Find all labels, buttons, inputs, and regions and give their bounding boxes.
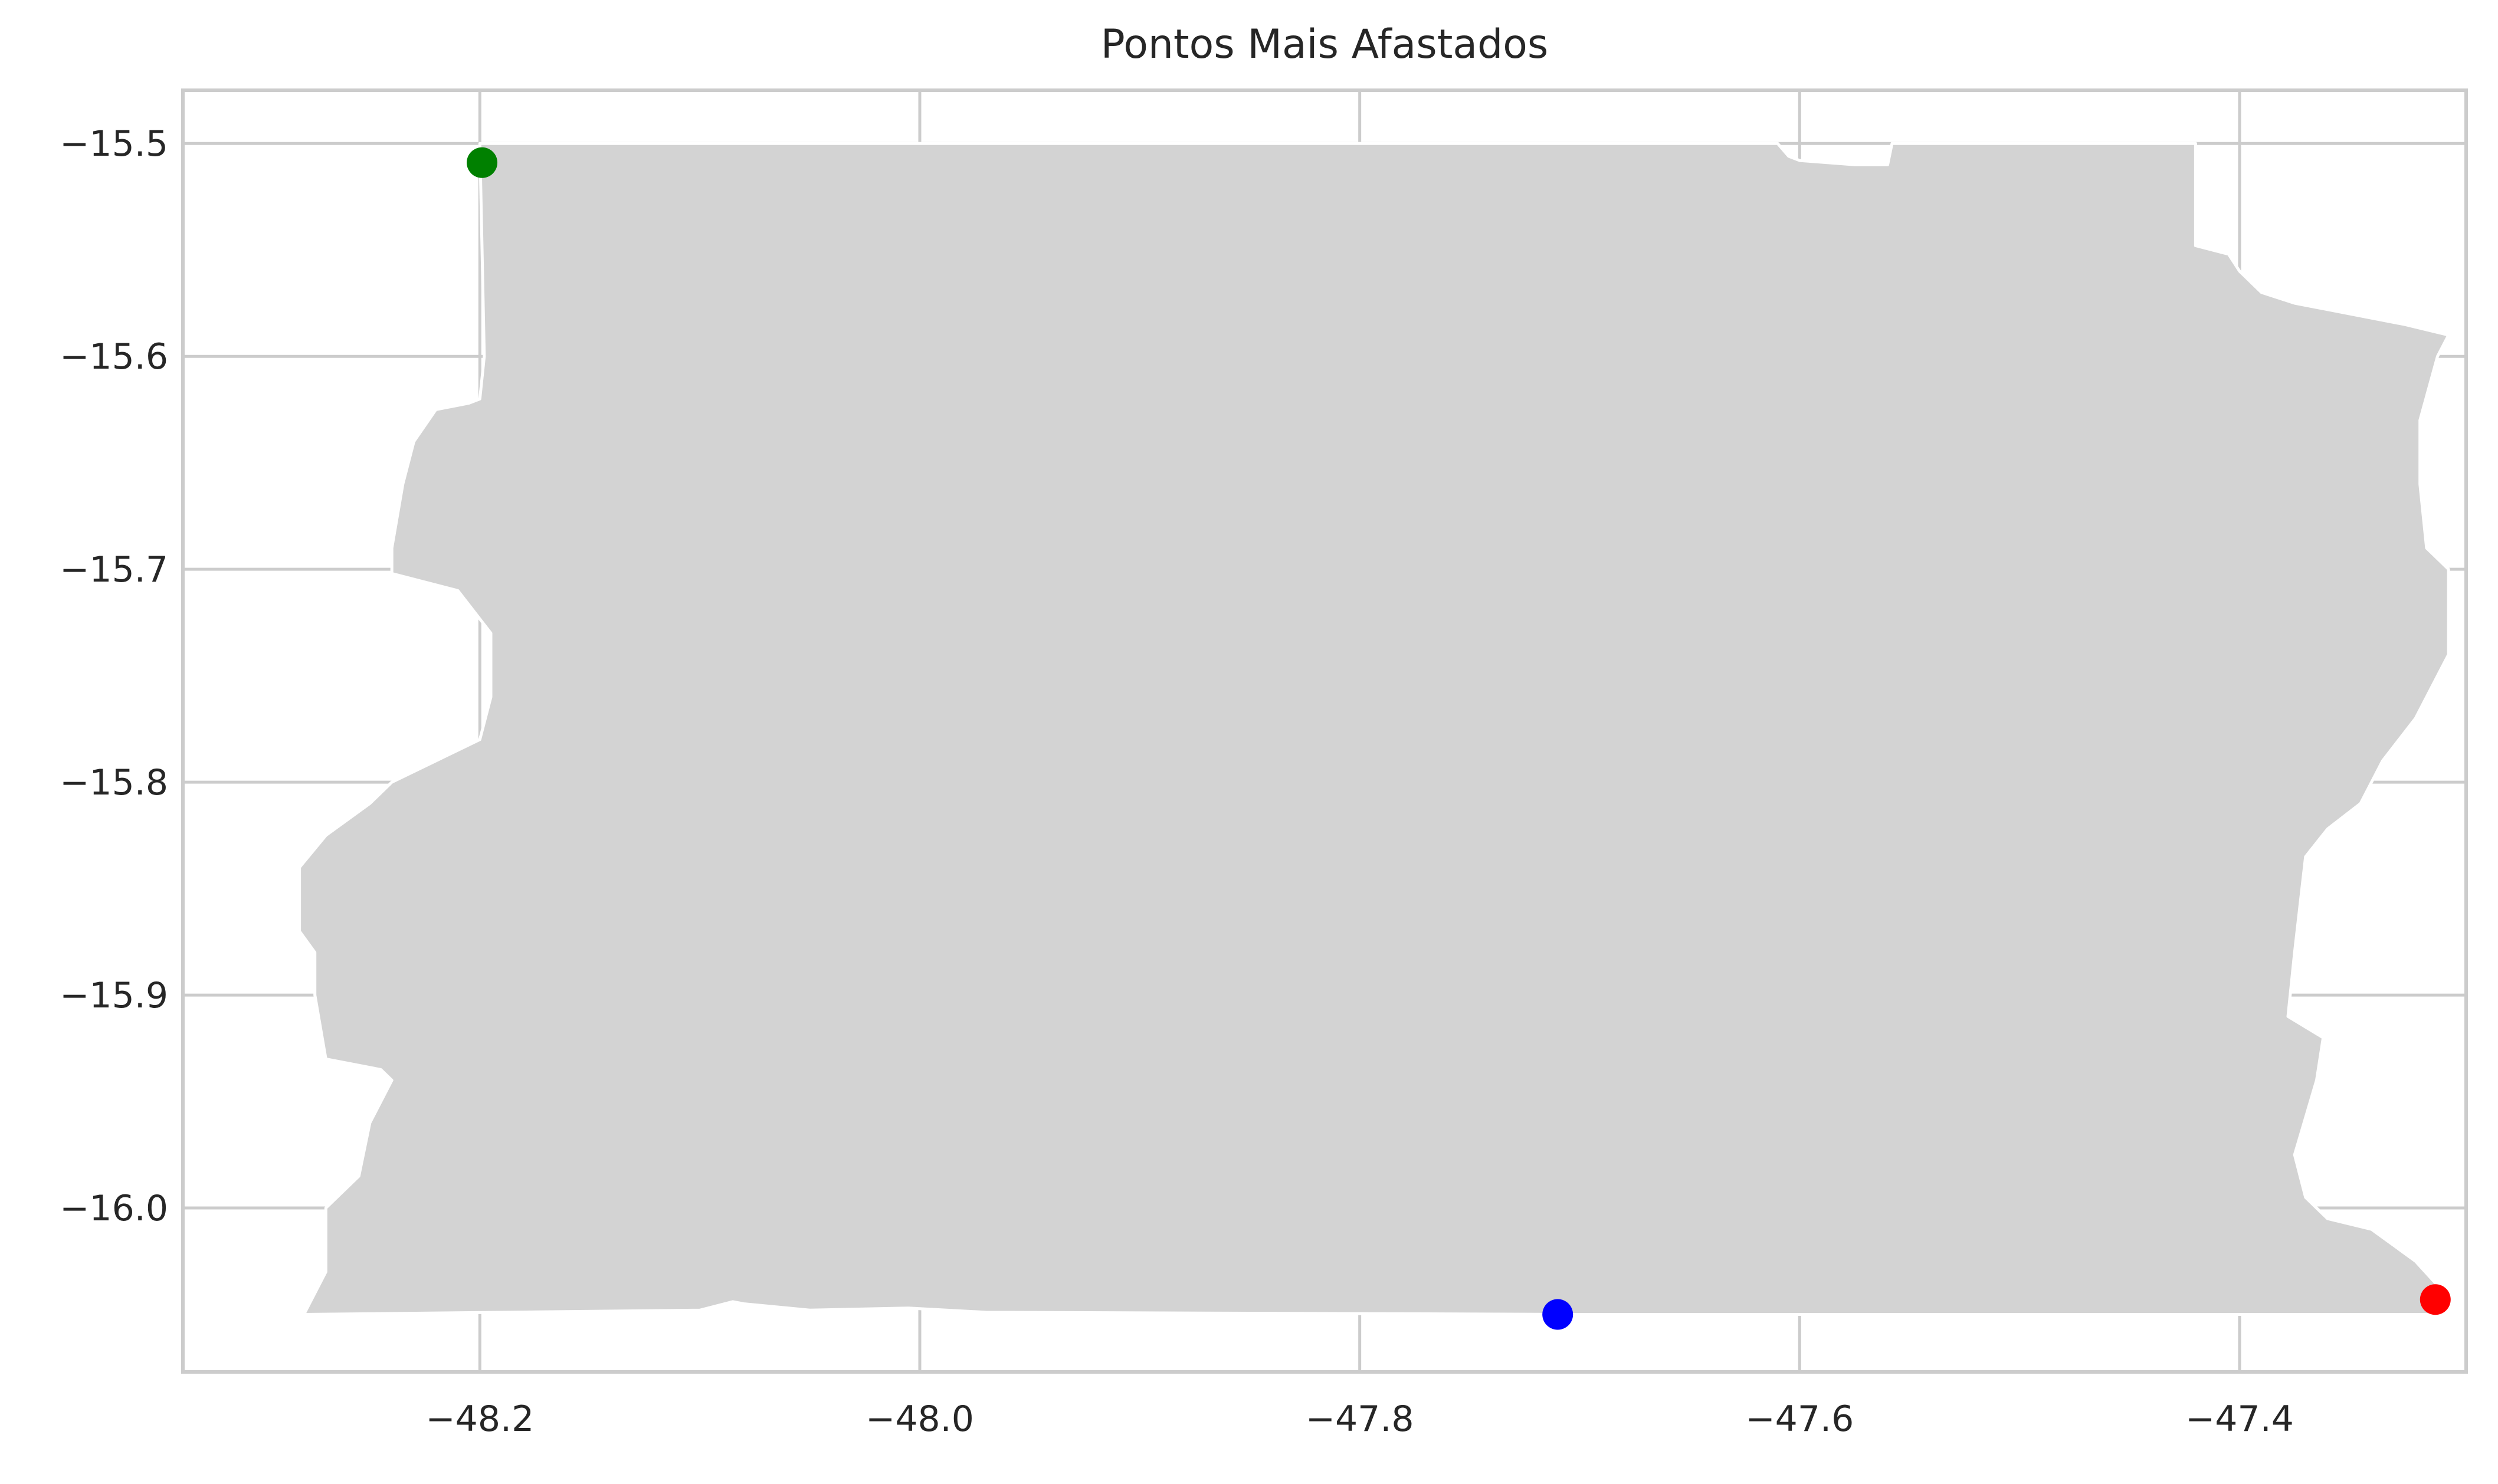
x-tick-label: −48.0 — [866, 1398, 974, 1440]
y-tick-label: −16.0 — [60, 1188, 168, 1229]
y-tick-labels: −15.5 −15.6 −15.7 −15.8 −15.9 −16.0 — [60, 123, 168, 1229]
x-tick-labels: −48.2 −48.0 −47.8 −47.6 −47.4 — [425, 1398, 2294, 1440]
y-tick-label: −15.9 — [60, 975, 168, 1016]
y-tick-label: −15.5 — [60, 123, 168, 165]
x-tick-label: −47.8 — [1306, 1398, 1414, 1440]
plot-frame — [181, 88, 2468, 1374]
x-tick-label: −48.2 — [425, 1398, 534, 1440]
data-point — [1542, 1299, 1573, 1330]
x-tick-label: −47.4 — [2185, 1398, 2294, 1440]
data-point — [2420, 1284, 2451, 1315]
chart-title: Pontos Mais Afastados — [1101, 21, 1549, 68]
data-points — [467, 147, 2451, 1330]
y-tick-label: −15.8 — [60, 762, 168, 803]
data-point — [467, 147, 498, 178]
x-tick-label: −47.6 — [1745, 1398, 1854, 1440]
y-tick-label: −15.7 — [60, 549, 168, 590]
region-shape — [298, 142, 2450, 1316]
y-tick-label: −15.6 — [60, 336, 168, 377]
